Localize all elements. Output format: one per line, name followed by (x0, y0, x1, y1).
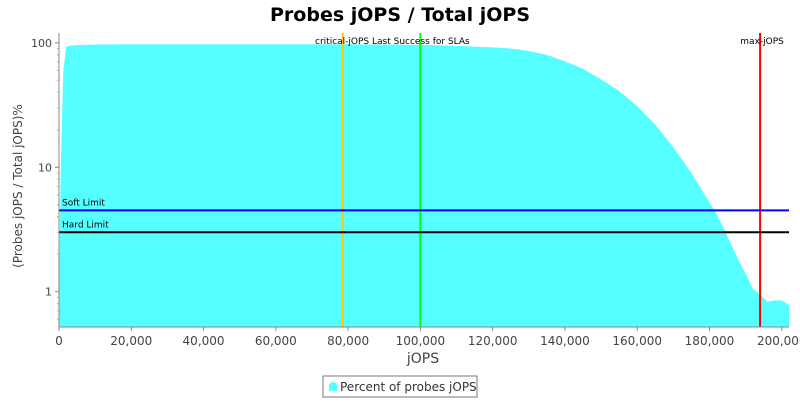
x-tick-label: 120,000 (468, 334, 518, 348)
chart-title: Probes jOPS / Total jOPS (270, 4, 530, 26)
reference-line-label-3: Soft Limit (62, 198, 105, 208)
legend: Percent of probes jOPS (322, 375, 478, 398)
y-tick-label: 1 (45, 286, 52, 299)
legend-swatch (329, 382, 337, 391)
reference-line-label-2: max-jOPS (740, 37, 784, 47)
x-tick-label: 200,000 (757, 334, 800, 348)
x-axis-label: jOPS (406, 351, 439, 367)
x-tick-label: 160,000 (612, 334, 662, 348)
x-tick-label: 20,000 (110, 334, 152, 348)
x-tick-label: 0 (55, 334, 63, 348)
x-tick-label: 80,000 (327, 334, 369, 348)
x-tick-label: 100,000 (396, 334, 446, 348)
legend-box (322, 375, 478, 398)
reference-line-label-4: Hard Limit (62, 220, 109, 230)
y-tick-label: 10 (38, 161, 52, 174)
reference-line-label-1: critical-jOPS Last Success for SLAs (315, 37, 470, 47)
x-tick-label: 180,000 (685, 334, 735, 348)
area-series-0 (59, 44, 789, 327)
x-tick-label: 60,000 (255, 334, 297, 348)
x-tick-label: 140,000 (540, 334, 590, 348)
y-tick-label: 100 (31, 37, 52, 50)
legend-label: Percent of probes jOPS (340, 380, 477, 394)
plot-area: critical-jOPS Last Success for SLAs max-j… (31, 33, 800, 348)
x-tick-label: 40,000 (183, 334, 225, 348)
y-axis-label: (Probes jOPS / Total jOPS)% (11, 104, 25, 268)
